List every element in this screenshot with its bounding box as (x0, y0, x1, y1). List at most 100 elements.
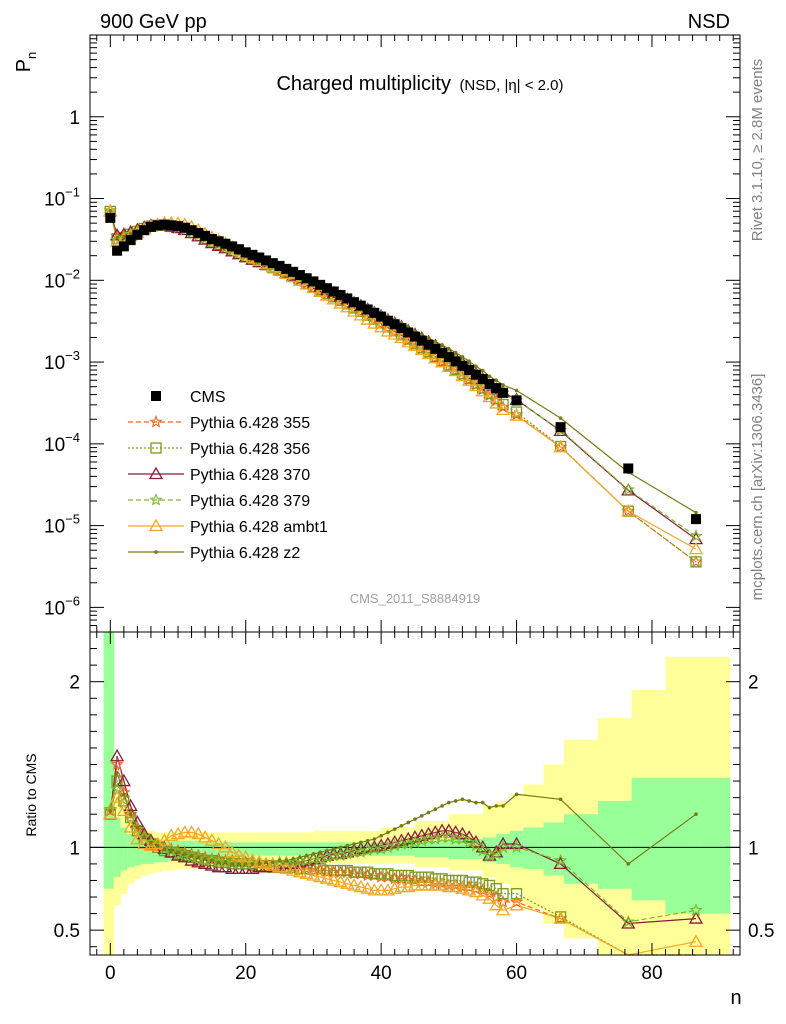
cms-point (301, 273, 312, 284)
ratio-point-ambt1 (326, 873, 341, 886)
cms-point (145, 221, 156, 232)
y-tick-label-base: 1 (69, 108, 80, 129)
ratio-point-p356 (463, 876, 475, 888)
main-point-z2 (419, 332, 424, 337)
ratio-point-ambt1 (455, 881, 470, 894)
ratio-point-p370 (279, 856, 294, 870)
ratio-point-p379 (496, 840, 510, 853)
ratio-point-p370 (475, 840, 490, 853)
main-point-ambt1 (387, 327, 402, 340)
cms-point (362, 304, 373, 315)
ratio-point-ambt1 (137, 836, 152, 850)
main-point-p379 (689, 529, 703, 542)
ratio-point-ambt1 (197, 830, 213, 843)
cms-point (227, 241, 238, 252)
cms-point (261, 255, 272, 266)
cms-point (423, 339, 434, 350)
ratio-band-inner (249, 842, 281, 856)
main-point-z2 (122, 234, 126, 239)
cms-point (294, 270, 305, 281)
main-point-ambt1 (489, 396, 504, 409)
y-tick-label-main: 10−1 (44, 185, 80, 211)
cms-point (132, 229, 143, 240)
main-point-z2 (440, 343, 444, 347)
ratio-point-p379 (476, 843, 490, 857)
main-point-p379 (621, 482, 635, 496)
ratio-point-z2 (474, 800, 478, 805)
x-tick-label: 20 (235, 963, 256, 984)
main-point-p356 (510, 406, 523, 418)
cms-point (410, 331, 420, 342)
ratio-point-z2 (149, 840, 153, 845)
ratio-point-ambt1 (482, 891, 497, 904)
cms-point (118, 241, 129, 252)
y-tick-label-ratio-right: 0.5 (748, 921, 774, 942)
ratio-point-ambt1 (346, 878, 362, 891)
ratio-point-p356 (443, 874, 455, 887)
cms-point (342, 293, 353, 304)
ratio-point-p370 (455, 826, 470, 840)
cms-point (437, 348, 448, 359)
ratio-point-z2 (453, 799, 458, 803)
cms-point (498, 387, 509, 398)
cms-point (484, 378, 495, 389)
ratio-point-p379 (469, 838, 483, 852)
ratio-band-inner (279, 842, 314, 856)
ratio-point-ambt1 (313, 869, 328, 883)
ratio-band-inner (208, 842, 216, 859)
ratio-point-p379 (164, 843, 178, 857)
y-tick-label-main: 10−4 (44, 430, 80, 456)
ratio-point-p356 (456, 874, 469, 887)
ratio-band-inner (543, 822, 565, 876)
cms-point (349, 297, 360, 308)
main-point-z2 (108, 209, 113, 213)
y-tick-label-ratio: 2 (69, 673, 80, 694)
ratio-point-p356 (409, 871, 421, 883)
ratio-point-z2 (352, 842, 356, 846)
y-tick-label-ratio: 1 (69, 838, 80, 859)
legend-marker-ambt1 (148, 518, 164, 532)
main-point-z2 (433, 339, 438, 344)
main-point-p355 (689, 554, 703, 568)
ratio-point-p356 (416, 871, 428, 883)
ratio-point-ambt1 (428, 878, 443, 891)
main-point-ambt1 (353, 308, 368, 321)
cms-point (477, 374, 488, 385)
legend: CMS Pythia 6.428 355 Pythia 6.428 356 Pythi… (128, 389, 328, 562)
ratio-point-z2 (365, 838, 370, 843)
y-tick-label-ratio-right: 2 (748, 673, 759, 694)
ratio-point-ambt1 (231, 848, 247, 861)
cms-point (464, 365, 475, 376)
main-point-ambt1 (360, 312, 375, 325)
ratio-point-p370 (462, 830, 477, 843)
ratio-point-p355 (110, 757, 124, 771)
cms-point (470, 369, 481, 380)
main-point-ambt1 (367, 316, 382, 329)
ratio-point-z2 (325, 848, 329, 853)
ratio-point-ambt1 (340, 876, 355, 889)
ratio-point-z2 (122, 792, 126, 797)
main-point-ambt1 (553, 439, 568, 453)
y-axis-label-ratio: Ratio to CMS (23, 753, 39, 836)
ratio-point-z2 (203, 857, 207, 861)
ratio-point-ambt1 (299, 866, 314, 879)
ratio-point-ambt1 (116, 803, 131, 817)
main-point-z2 (115, 235, 119, 240)
main-point-ambt1 (380, 324, 396, 337)
ratio-point-ambt1 (123, 820, 138, 833)
ratio-frame (89, 631, 741, 956)
ratio-point-z2 (392, 827, 397, 831)
plot-frames (89, 34, 741, 956)
main-point-z2 (501, 383, 505, 387)
cms-point (152, 220, 163, 231)
ratio-point-p370 (164, 844, 179, 858)
ratio-point-p356 (497, 888, 509, 900)
ratio-point-ambt1 (130, 831, 145, 845)
ratio-point-ambt1 (265, 858, 280, 871)
legend-marker-p370 (148, 466, 164, 480)
ratio-point-z2 (372, 837, 377, 841)
main-point-z2 (460, 354, 465, 359)
ratio-point-z2 (379, 833, 383, 838)
ratio-point-z2 (311, 852, 316, 856)
ratio-band-inner (222, 842, 230, 858)
